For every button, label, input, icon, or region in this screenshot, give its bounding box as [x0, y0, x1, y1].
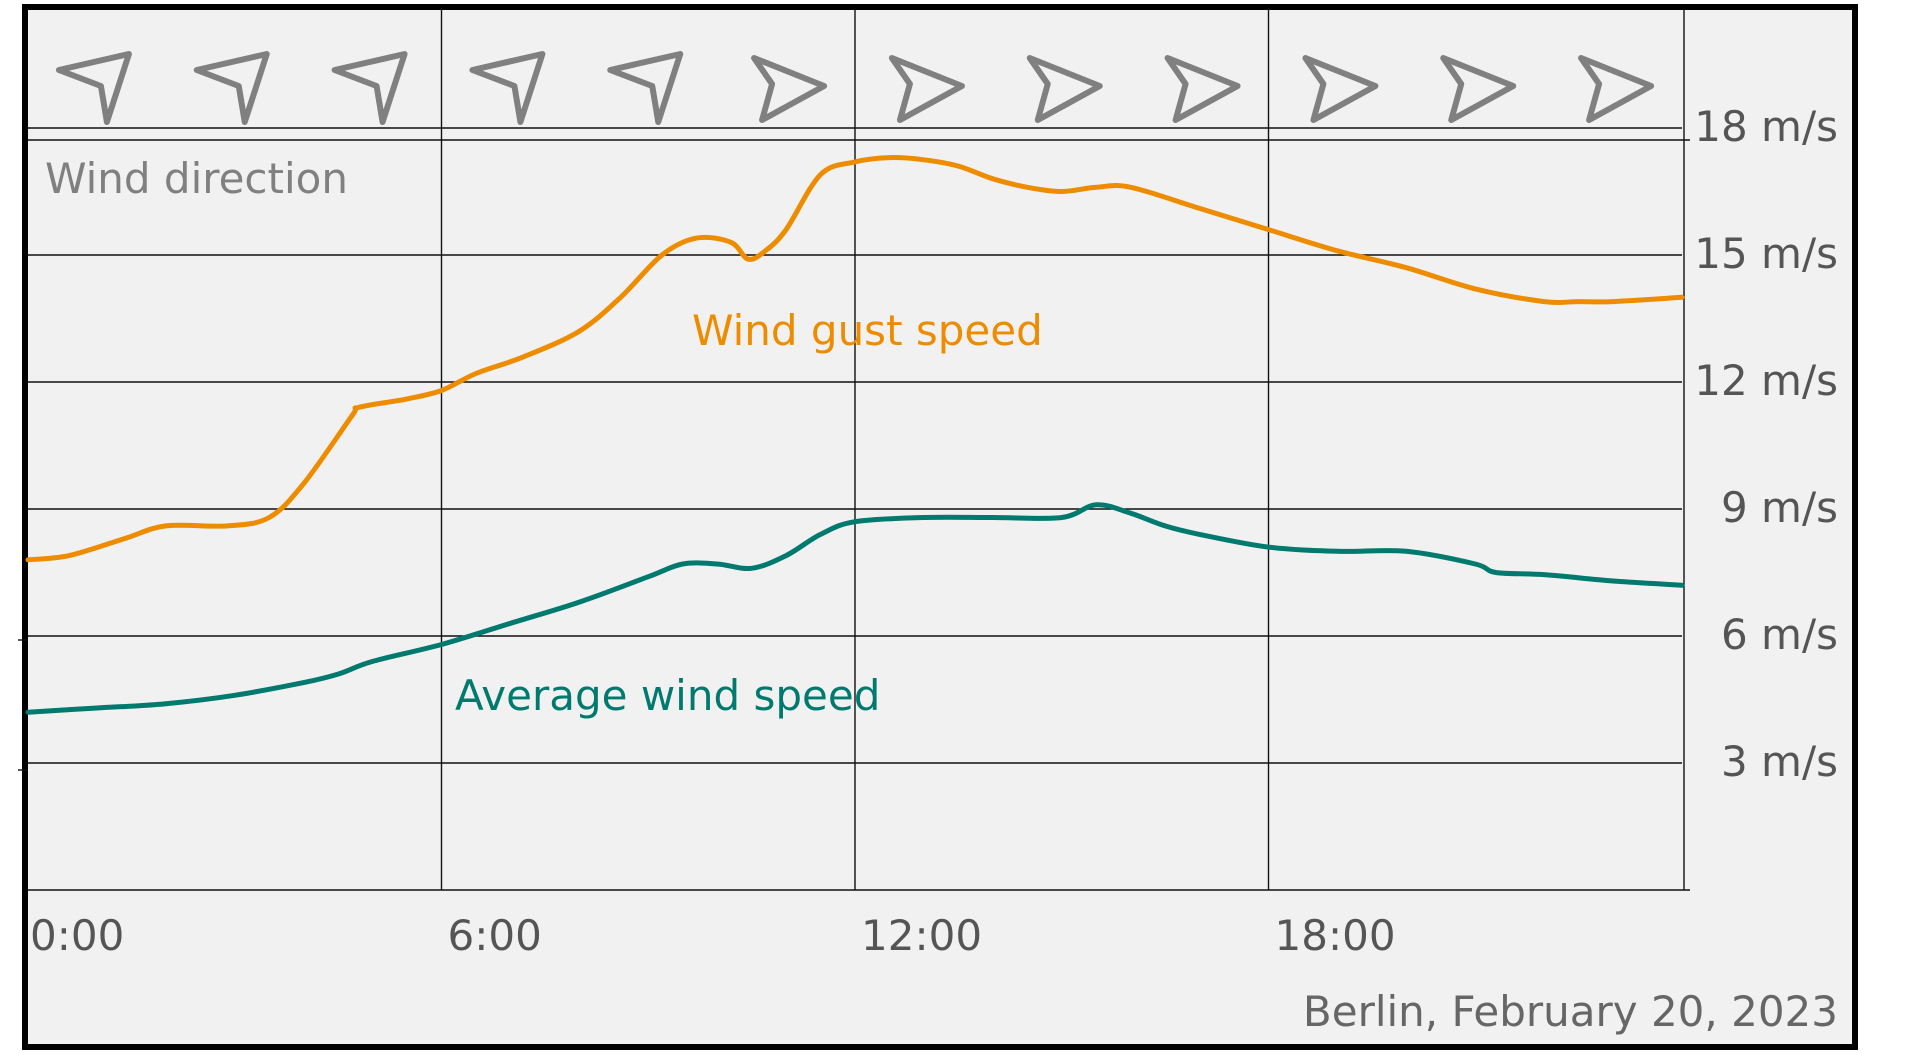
chart-caption: Berlin, February 20, 2023 [1303, 987, 1838, 1036]
grid-lines [18, 10, 1690, 891]
y-tick-label: 9 m/s [1721, 483, 1838, 532]
series-label-wind-gust: Wind gust speed [692, 306, 1043, 355]
y-tick-label: 3 m/s [1721, 737, 1838, 786]
wind-direction-arrow-icon [1440, 55, 1517, 123]
x-tick-label: 12:00 [861, 911, 982, 960]
series-label-average-wind: Average wind speed [455, 671, 880, 720]
wind-direction-arrow-icon [1164, 55, 1241, 123]
y-tick-label: 12 m/s [1694, 356, 1838, 405]
wind-direction-arrows [55, 51, 1655, 125]
wind-direction-arrow-icon [469, 51, 546, 125]
wind-direction-arrow-icon [607, 51, 684, 125]
y-tick-label: 6 m/s [1721, 610, 1838, 659]
labels: Wind direction Wind gust speed Average w… [45, 154, 1838, 1036]
y-tick-label: 15 m/s [1694, 229, 1838, 278]
y-tick-label: 18 m/s [1694, 102, 1838, 151]
series-line-wind-gust-speed [25, 155, 1685, 563]
x-tick-label: 0:00 [30, 911, 124, 960]
wind-direction-arrow-icon [1026, 55, 1103, 123]
series-line-average-wind-speed [25, 502, 1685, 715]
wind-direction-label: Wind direction [45, 154, 348, 203]
wind-direction-arrow-icon [193, 51, 270, 125]
wind-direction-arrow-icon [888, 55, 965, 123]
wind-direction-arrow-icon [1578, 55, 1655, 123]
wind-direction-arrow-icon [331, 51, 408, 125]
x-tick-label: 6:00 [448, 911, 542, 960]
x-tick-label: 18:00 [1275, 911, 1396, 960]
chart-frame [22, 4, 1858, 1050]
wind-direction-arrow-icon [1302, 55, 1379, 123]
series-lines [25, 155, 1685, 715]
wind-direction-arrow-icon [751, 55, 828, 123]
tick-labels: 3 m/s 6 m/s 9 m/s 12 m/s 15 m/s 18 m/s 0:00 6:0… [30, 102, 1838, 960]
wind-direction-arrow-icon [55, 51, 132, 125]
